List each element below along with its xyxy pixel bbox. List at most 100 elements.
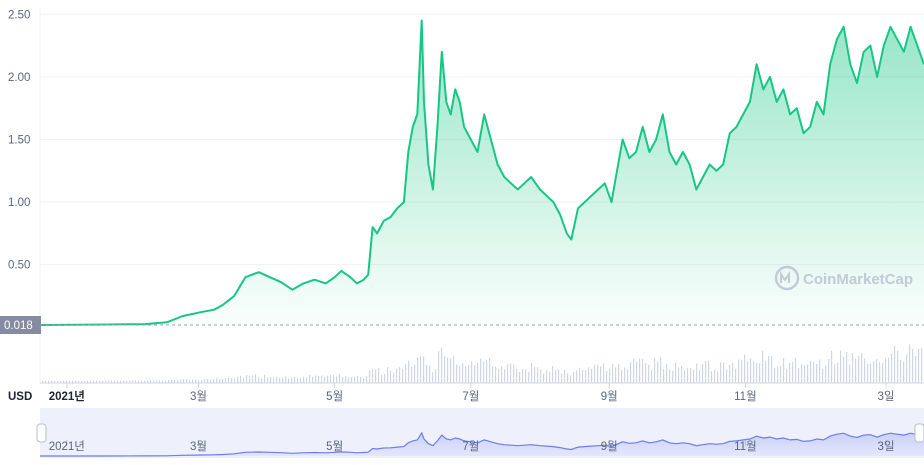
volume-bar <box>630 362 632 383</box>
volume-bar <box>762 350 764 383</box>
volume-bar <box>750 358 752 383</box>
volume-bar <box>165 380 167 383</box>
volume-bar <box>294 376 296 383</box>
volume-bar <box>279 377 281 383</box>
volume-bar <box>852 353 854 383</box>
volume-bar <box>243 377 245 383</box>
volume-bar <box>363 377 365 383</box>
volume-bar <box>768 356 770 383</box>
volume-bar <box>141 380 143 383</box>
volume-bar <box>438 351 440 383</box>
volume-bar <box>201 379 203 383</box>
x-tick-label: 7월 <box>462 390 479 403</box>
volume-bar <box>705 361 707 383</box>
navigator[interactable]: 2021년 3월 5월 7월 9월 11월 3일 <box>36 408 924 458</box>
volume-bar <box>786 368 788 383</box>
y-tick-label: 1.00 <box>8 197 30 209</box>
volume-bar <box>810 361 812 383</box>
volume-bar <box>246 374 248 383</box>
volume-bar <box>63 380 65 383</box>
volume-bar <box>555 369 557 383</box>
volume-bar <box>270 377 272 383</box>
volume-bar <box>345 376 347 383</box>
volume-bar <box>573 371 575 383</box>
volume-bar <box>420 355 422 383</box>
volume-bar <box>537 367 539 383</box>
volume-bar <box>564 369 566 383</box>
volume-bar <box>540 369 542 383</box>
coinmarketcap-logo-mark-icon <box>780 270 790 283</box>
volume-bar <box>909 344 911 383</box>
volume-bar <box>777 366 779 383</box>
volume-bar <box>156 380 158 383</box>
price-line <box>39 19 924 326</box>
volume-bar <box>483 361 485 383</box>
volume-bar <box>576 370 578 383</box>
volume-bar <box>318 375 320 383</box>
volume-bar <box>228 377 230 383</box>
volume-bar <box>399 367 401 383</box>
volume-bar <box>519 372 521 383</box>
volume-bar <box>822 368 824 383</box>
volume-bar <box>831 350 833 383</box>
volume-bar <box>129 380 131 383</box>
volume-bar <box>372 368 374 383</box>
volume-bar <box>108 380 110 383</box>
volume-bar <box>219 379 221 383</box>
volume-bar <box>489 357 491 383</box>
volume-bar <box>486 359 488 383</box>
volume-bar <box>612 363 614 383</box>
volume-bar <box>759 363 761 383</box>
volume-bar <box>123 380 125 383</box>
volume-bar <box>492 366 494 383</box>
volume-bar <box>603 363 605 383</box>
volume-bar <box>462 363 464 383</box>
volume-bar <box>216 378 218 383</box>
volume-bar <box>255 374 257 383</box>
volume-bar <box>339 374 341 383</box>
volume-bar <box>285 376 287 383</box>
currency-label: USD <box>8 391 32 403</box>
volume-bar <box>756 363 758 383</box>
volume-bar <box>876 359 878 383</box>
volume-bar <box>726 369 728 383</box>
volume-bar <box>237 376 239 383</box>
volume-bar <box>153 380 155 383</box>
volume-bar <box>510 363 512 383</box>
navigator-right-handle[interactable] <box>914 423 924 443</box>
volume-bar <box>111 380 113 383</box>
volume-bar <box>297 378 299 383</box>
x-axis-labels: 2021년 3월 5월 7월 9월 11월 3일 <box>49 383 895 403</box>
volume-bar <box>828 359 830 383</box>
volume-bar <box>174 379 176 383</box>
volume-bar <box>732 363 734 383</box>
volume-bar <box>588 367 590 383</box>
volume-bar <box>558 369 560 383</box>
volume-bar <box>117 380 119 383</box>
volume-bar <box>60 380 62 383</box>
volume-bar <box>300 378 302 383</box>
y-tick-label: 2.00 <box>8 72 30 84</box>
volume-bar <box>624 367 626 383</box>
volume-bar <box>609 368 611 383</box>
volume-bar <box>618 364 620 383</box>
volume-bar <box>150 380 152 383</box>
navigator-left-handle[interactable] <box>36 423 47 443</box>
volume-bar <box>687 368 689 383</box>
volume-bar <box>723 362 725 383</box>
volume-bar <box>105 380 107 383</box>
volume-bar <box>459 366 461 383</box>
volume-bar <box>480 358 482 383</box>
volume-bar <box>627 369 629 383</box>
volume-bar <box>195 379 197 383</box>
navigator-tick-label: 7월 <box>462 440 479 453</box>
volume-bar <box>45 380 47 383</box>
volume-bar <box>312 376 314 383</box>
volume-bar <box>672 370 674 383</box>
volume-bar <box>417 357 419 383</box>
volume-bar <box>840 350 842 383</box>
volume-bar <box>912 348 914 383</box>
volume-bar <box>258 377 260 383</box>
volume-bar <box>327 375 329 383</box>
